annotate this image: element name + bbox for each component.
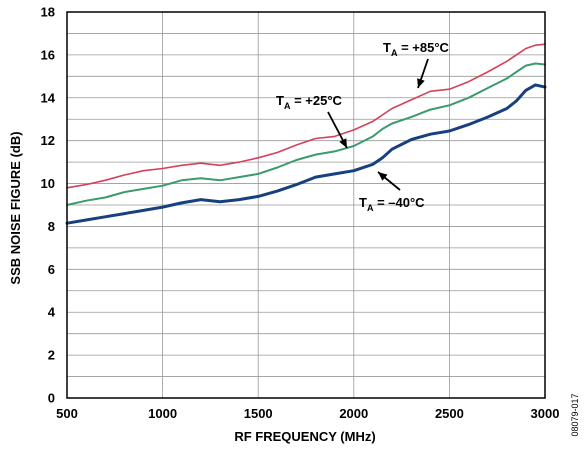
x-tick-labels: 500 1000 1500 2000 2500 3000 [56, 406, 559, 421]
y-axis-label: SSB NOISE FIGURE (dB) [8, 131, 23, 284]
x-axis-label: RF FREQUENCY (MHz) [234, 429, 375, 444]
y-tick-label: 0 [48, 391, 55, 406]
series-lines [65, 43, 547, 225]
annotation-symbol: T [359, 195, 367, 210]
y-tick-labels: 0 2 4 6 8 10 12 14 16 18 [41, 5, 56, 406]
annotation-label: TA = +85°C [383, 40, 450, 58]
plot-frame [66, 11, 546, 399]
annotation-arrowhead [339, 138, 347, 148]
x-tick-label: 2500 [435, 406, 464, 421]
annotation-label: TA = +25°C [276, 93, 343, 111]
annotation-subscript: A [391, 48, 398, 58]
y-tick-label: 16 [41, 47, 55, 62]
annotation-85c: TA = +85°C [383, 40, 450, 89]
annotation-arrowhead [417, 78, 425, 88]
figure-id: 08079-017 [570, 393, 580, 436]
annotation-arrowhead [378, 172, 388, 181]
grid [66, 11, 546, 399]
y-tick-label: 18 [41, 5, 55, 20]
x-tick-label: 3000 [531, 406, 560, 421]
annotation-value: = –40°C [373, 195, 425, 210]
annotation-symbol: T [383, 40, 391, 55]
annotation-value: = +25°C [290, 93, 342, 108]
x-tick-label: 2000 [339, 406, 368, 421]
x-tick-label: 1000 [148, 406, 177, 421]
y-tick-label: 14 [41, 90, 56, 105]
series-line-25c [66, 62, 546, 206]
x-tick-label: 500 [56, 406, 78, 421]
annotation-subscript: A [284, 101, 291, 111]
annotation-symbol: T [276, 93, 284, 108]
annotation-label: TA = –40°C [359, 195, 425, 213]
series-line-85c [66, 43, 546, 189]
annotation-value: = +85°C [397, 40, 449, 55]
y-tick-label: 12 [41, 133, 55, 148]
y-tick-label: 8 [48, 219, 55, 234]
y-tick-label: 10 [41, 176, 55, 191]
series-line-minus40c [65, 83, 547, 225]
y-tick-label: 6 [48, 262, 55, 277]
annotation-subscript: A [367, 203, 374, 213]
x-tick-label: 1500 [244, 406, 273, 421]
annotation-minus40c: TA = –40°C [359, 171, 425, 213]
y-tick-label: 2 [48, 348, 55, 363]
y-tick-label: 4 [48, 305, 56, 320]
series-annotations: TA = +85°CTA = +25°CTA = –40°C [276, 40, 450, 213]
annotation-25c: TA = +25°C [276, 93, 348, 149]
